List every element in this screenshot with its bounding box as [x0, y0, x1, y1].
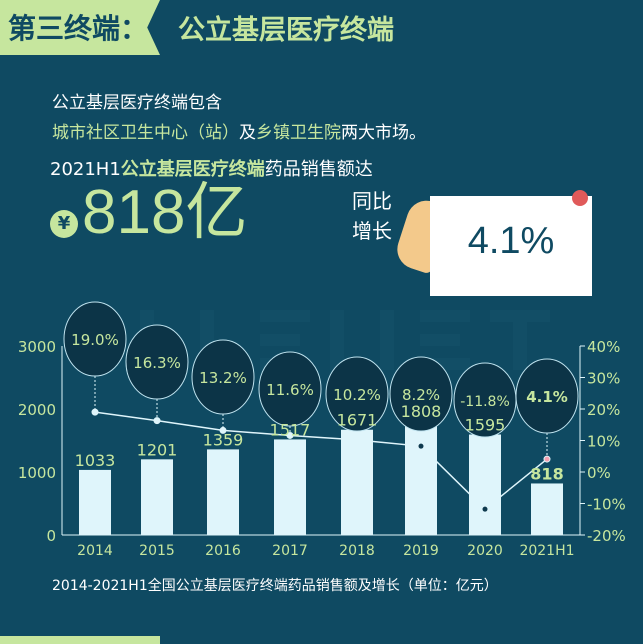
growth-line: [94, 411, 548, 511]
x-tick-label: 2016: [205, 543, 241, 559]
intro-and: 及: [239, 123, 256, 143]
watermark-stroke: [513, 310, 527, 370]
bar: [405, 421, 437, 535]
header-tag-text: 第三终端：: [8, 12, 149, 45]
left-tick-label: 1000: [18, 464, 56, 482]
growth-label: -11.8%: [460, 394, 510, 410]
bar: [341, 429, 373, 535]
growth-point: [286, 431, 294, 439]
intro-community: 城市社区卫生中心（站）: [52, 123, 239, 143]
watermark-stroke: [420, 310, 470, 322]
x-tick-label: 2019: [403, 543, 439, 559]
watermark-stroke: [330, 310, 344, 370]
growth-label: 10.2%: [333, 386, 381, 404]
bar-label: 1808: [401, 402, 442, 421]
bar: [274, 439, 306, 535]
bar: [207, 449, 239, 535]
bar: [141, 459, 173, 535]
x-tick-label: 2014: [77, 543, 113, 559]
intro-line-2: 城市社区卫生中心（站）及乡镇卫生院两大市场。: [52, 118, 426, 143]
right-tick-label: 40%: [587, 338, 620, 356]
bar: [79, 469, 111, 535]
watermark-stroke: [490, 310, 550, 322]
growth-bubble: [63, 301, 127, 377]
growth-point: [153, 417, 161, 425]
right-tick-label: 10%: [587, 433, 620, 451]
sales-line: 2021H1公立基层医疗终端药品销售额达: [50, 155, 373, 181]
page-title: 公立基层医疗终端: [178, 15, 394, 46]
bar-label: 1359: [203, 430, 244, 449]
left-tick-label: 2000: [18, 401, 56, 419]
bar: [469, 434, 501, 535]
watermark-stroke: [260, 334, 300, 346]
bar-label: 1201: [137, 440, 178, 459]
sales-amount: 818亿: [82, 178, 248, 247]
growth-point: [481, 505, 489, 513]
sales-suffix: 药品销售额达: [264, 159, 373, 180]
chart: 0 1000 2000 3000 -20% -10% 0% 10% 20% 30% 40% 19.0%…: [18, 301, 626, 559]
growth-label: 11.6%: [266, 381, 314, 399]
yoy-label-2: 增长: [352, 219, 392, 243]
growth-bubble: [325, 356, 389, 432]
growth-label: 16.3%: [133, 354, 181, 372]
header-tag: 第三终端：: [0, 0, 160, 55]
bar-label: 1595: [465, 416, 506, 435]
yoy-label-1: 同比: [352, 189, 392, 213]
x-tick-label: 2018: [339, 543, 375, 559]
intro-township: 乡镇卫生院: [256, 123, 341, 143]
watermark-stroke: [420, 334, 460, 346]
growth-point: [417, 442, 425, 450]
growth-bubble: [389, 356, 453, 432]
intro-end: 两大市场。: [341, 123, 426, 143]
x-tick-label: 2020: [467, 543, 503, 559]
footer-bar: [0, 636, 160, 644]
growth-point: [353, 436, 361, 444]
growth-bubble: [191, 339, 255, 415]
x-tick-label: 2021H1: [519, 543, 574, 559]
right-tick-label: -10%: [587, 496, 626, 514]
watermark-stroke: [380, 310, 394, 370]
yoy-label: 同比 增长: [352, 186, 392, 246]
intro-line-1: 公立基层医疗终端包含: [52, 93, 222, 113]
growth-point: [91, 408, 99, 416]
x-tick-label: 2017: [272, 543, 308, 559]
yoy-value: 4.1%: [467, 220, 555, 262]
bar-label: 1517: [270, 420, 311, 439]
sales-highlight: 公立基层医疗终端: [120, 159, 265, 180]
sales-prefix: 2021H1: [50, 159, 121, 180]
growth-label: 4.1%: [526, 388, 568, 406]
watermark-stroke: [260, 310, 310, 322]
growth-bubble: [258, 351, 322, 427]
yen-icon: ¥: [50, 210, 78, 238]
chart-caption: 2014-2021H1全国公立基层医疗终端药品销售额及增长（单位：亿元）: [52, 578, 498, 594]
growth-label: 8.2%: [402, 386, 440, 404]
yoy-card: 4.1%: [430, 196, 592, 296]
growth-label: 13.2%: [199, 369, 247, 387]
bar-label: 818: [530, 464, 563, 483]
right-tick-label: 0%: [587, 464, 611, 482]
growth-label: 19.0%: [71, 331, 119, 349]
ribbon-icon: [572, 190, 588, 206]
right-tick-label: 30%: [587, 370, 620, 388]
bar: [531, 483, 563, 535]
growth-point: [219, 426, 227, 434]
right-tick-label: 20%: [587, 401, 620, 419]
left-tick-label: 0: [46, 527, 56, 545]
right-tick-label: -20%: [587, 527, 626, 545]
x-tick-label: 2015: [139, 543, 175, 559]
left-tick-label: 3000: [18, 338, 56, 356]
growth-point: [543, 455, 551, 463]
bar-label: 1671: [337, 411, 378, 430]
bar-label: 1033: [75, 451, 116, 470]
growth-bubble: [125, 324, 189, 400]
growth-bubble: [515, 358, 579, 434]
